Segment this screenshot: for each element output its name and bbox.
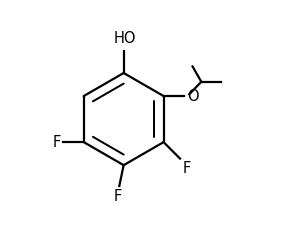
Text: F: F bbox=[52, 135, 61, 150]
Text: F: F bbox=[182, 161, 190, 176]
Text: F: F bbox=[114, 189, 122, 204]
Text: HO: HO bbox=[113, 31, 136, 46]
Text: O: O bbox=[187, 89, 199, 104]
